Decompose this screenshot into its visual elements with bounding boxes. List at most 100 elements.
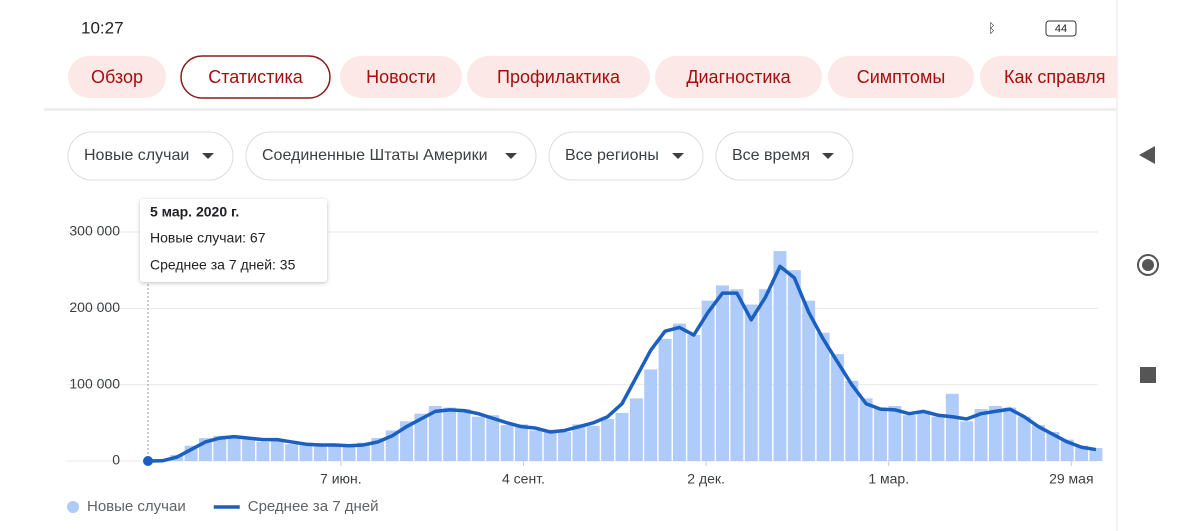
- dropdown-arrow: [672, 153, 684, 159]
- nav-home[interactable]: [1137, 254, 1159, 276]
- filter-dropdown[interactable]: [548, 131, 704, 181]
- dropdown-arrow: [202, 153, 214, 159]
- filter-label: Все регионы: [565, 147, 659, 164]
- tab[interactable]: [340, 56, 462, 98]
- bar: [457, 409, 471, 461]
- dropdown-arrow: [822, 153, 834, 159]
- bar: [701, 300, 715, 461]
- bar: [773, 251, 787, 461]
- tooltip-row: Среднее за 7 дней: 35: [150, 257, 296, 273]
- bar: [285, 444, 299, 461]
- tab-bar: Обзор Статистика Новости Профилактика Диагно…: [68, 55, 1140, 99]
- bar: [1089, 448, 1103, 461]
- bar: [615, 412, 629, 461]
- tab[interactable]: [828, 56, 974, 98]
- bar: [500, 425, 514, 461]
- tab-label: Обзор: [91, 67, 143, 87]
- x-tick-label: 29 мая: [1049, 471, 1093, 487]
- x-tick-label: 2 дек.: [687, 471, 725, 487]
- x-tick-label: 4 сент.: [502, 471, 545, 487]
- bar: [816, 332, 830, 461]
- bar: [1075, 445, 1089, 461]
- nav-back[interactable]: [1139, 146, 1155, 164]
- tab[interactable]: [467, 56, 650, 98]
- bar: [486, 415, 500, 461]
- bar: [874, 407, 887, 461]
- tab-label: Симптомы: [857, 67, 946, 87]
- tab-shadow: [44, 108, 1117, 111]
- bar: [342, 444, 356, 461]
- bar: [328, 443, 342, 461]
- x-tick-label: 1 мар.: [868, 471, 909, 487]
- bar: [931, 416, 945, 461]
- bar: [687, 335, 701, 461]
- bar: [242, 437, 256, 461]
- filter-dropdown[interactable]: [67, 131, 234, 181]
- bar: [299, 442, 313, 461]
- bar: [1003, 407, 1017, 461]
- bar: [529, 430, 543, 461]
- bar: [414, 413, 428, 461]
- bar: [270, 438, 284, 461]
- filter-label: Все время: [732, 147, 810, 164]
- bar: [730, 289, 744, 461]
- dropdown-arrow: [505, 153, 517, 159]
- bluetooth: ᛒ: [988, 20, 996, 35]
- bar: [558, 431, 571, 461]
- tab-label: Статистика: [208, 67, 304, 87]
- bar: [945, 393, 959, 461]
- bar: [1017, 416, 1031, 461]
- tab-label: Профилактика: [497, 67, 621, 87]
- bar: [1046, 431, 1060, 461]
- filter-dropdown[interactable]: [715, 131, 854, 181]
- legend-label: Новые случаи: [87, 498, 186, 515]
- hover-point: [143, 455, 153, 466]
- legend-label: Среднее за 7 дней: [248, 498, 379, 515]
- bar: [902, 415, 916, 461]
- filter-label: Соединенные Штаты Америки: [262, 147, 488, 164]
- bar: [1032, 425, 1045, 461]
- bar: [672, 323, 686, 461]
- bar: [859, 398, 873, 461]
- bar: [845, 380, 859, 461]
- tab-label: Как справля: [1004, 67, 1106, 87]
- tab[interactable]: [655, 56, 822, 98]
- bar: [629, 398, 643, 461]
- legend-swatch: [67, 501, 79, 513]
- tab[interactable]: [980, 56, 1140, 98]
- bar: [543, 429, 557, 461]
- bar: [313, 446, 327, 461]
- bar: [227, 438, 241, 461]
- bar: [572, 424, 586, 461]
- tab-label: Новости: [366, 67, 436, 87]
- tooltip-row: Новые случаи: 67: [150, 230, 266, 246]
- bar: [443, 407, 457, 461]
- line: [147, 264, 1097, 463]
- bar: [917, 410, 931, 461]
- clock: 10:27: [81, 18, 124, 37]
- nav-recent[interactable]: [1140, 367, 1156, 383]
- y-tick-label: 0: [112, 452, 120, 468]
- bar: [213, 435, 227, 461]
- battery-level: 44: [1055, 23, 1067, 35]
- bar: [716, 285, 729, 461]
- y-tick-label: 300 000: [69, 223, 120, 239]
- tab[interactable]: [68, 56, 166, 98]
- filter-label: Новые случаи: [84, 147, 189, 164]
- y-tick-label: 100 000: [69, 375, 120, 391]
- bar: [787, 270, 801, 461]
- bar: [658, 338, 672, 461]
- bar: [356, 442, 370, 461]
- bar: [744, 304, 758, 461]
- filter-dropdown[interactable]: [245, 131, 537, 181]
- tab[interactable]: [180, 55, 331, 99]
- y-tick-label: 200 000: [69, 299, 120, 315]
- tooltip: [140, 199, 327, 282]
- tab-label: Диагностика: [686, 67, 791, 87]
- bar: [988, 406, 1002, 461]
- x-tick-label: 7 июн.: [320, 471, 362, 487]
- bar: [974, 409, 988, 461]
- nav-home-dot: [1142, 259, 1154, 271]
- bar: [802, 300, 816, 461]
